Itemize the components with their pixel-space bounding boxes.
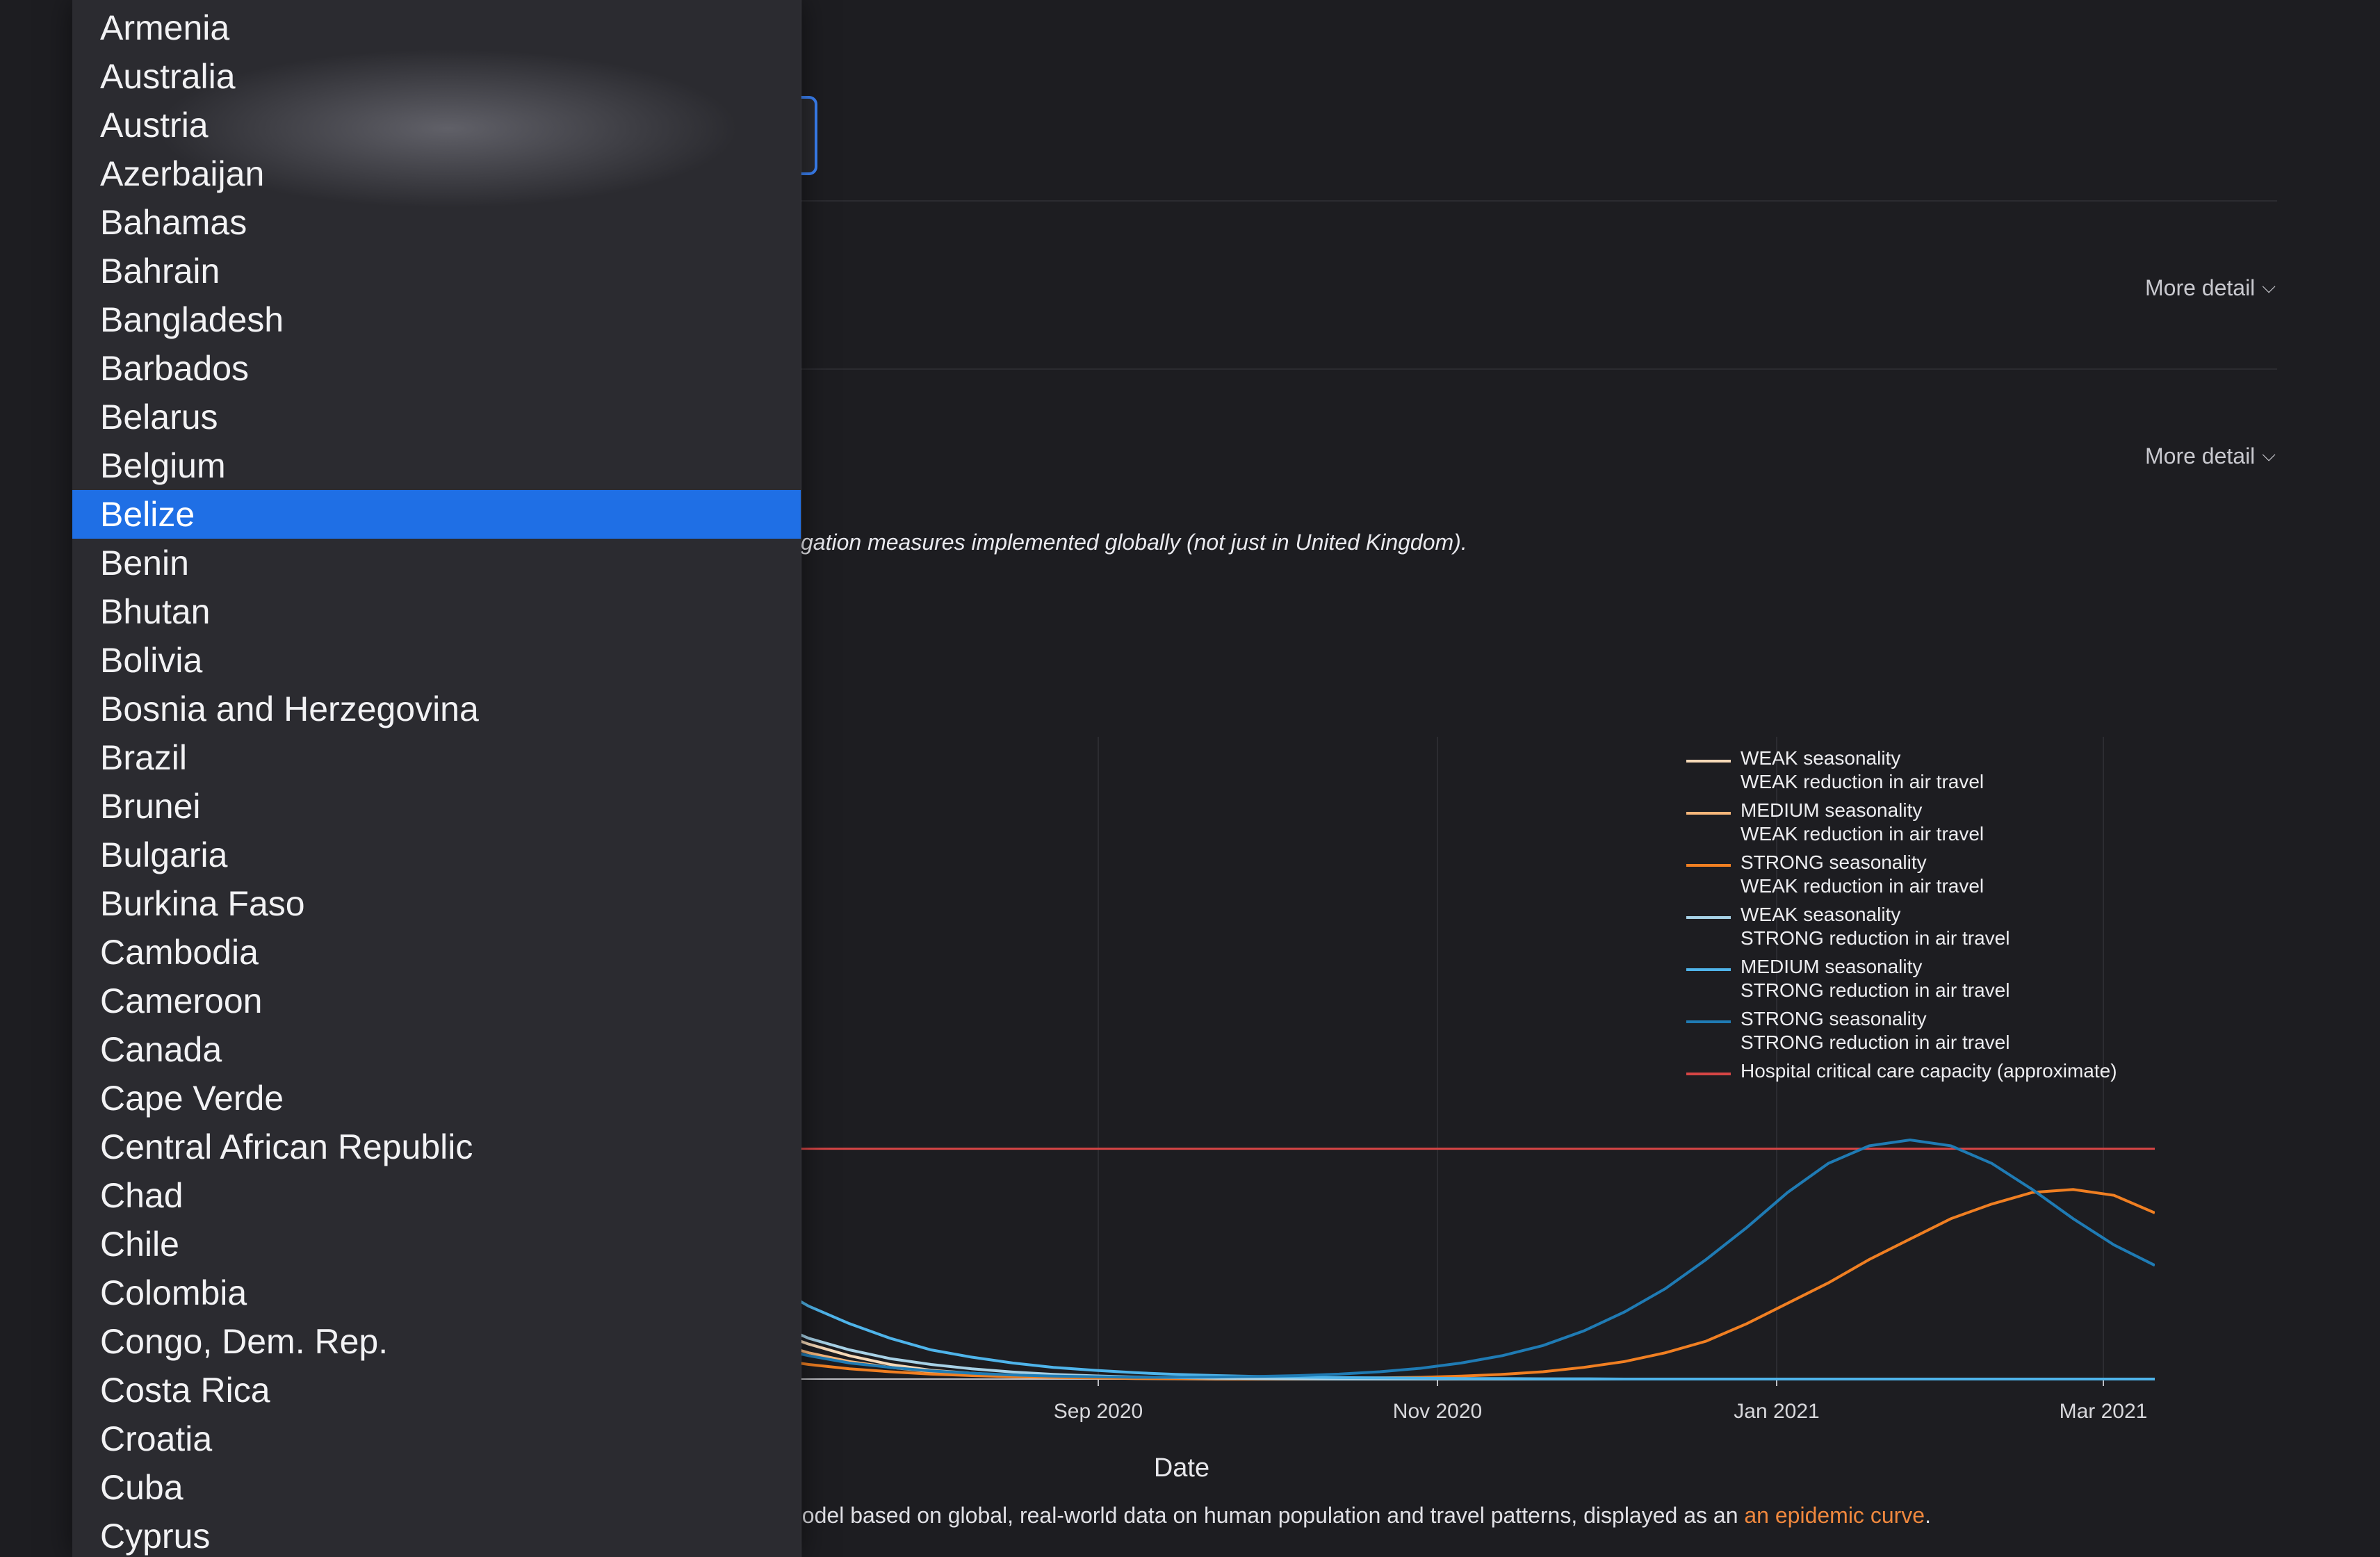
chevron-down-icon: ⌵: [2262, 275, 2276, 297]
dropdown-option[interactable]: Costa Rica: [100, 1371, 270, 1410]
legend-entry[interactable]: WEAK seasonality WEAK reduction in air tr…: [1686, 747, 2117, 794]
legend-label: WEAK seasonality STRONG reduction in air …: [1741, 903, 2010, 950]
chart-caption: nodel based on global, real-world data o…: [790, 1503, 1931, 1529]
x-axis-title: Date: [1154, 1453, 1209, 1483]
legend-entry[interactable]: STRONG seasonality WEAK reduction in air …: [1686, 851, 2117, 898]
dropdown-option[interactable]: Belgium: [100, 446, 226, 485]
legend-label-line: STRONG reduction in air travel: [1741, 927, 2010, 949]
dropdown-option[interactable]: Bolivia: [100, 641, 203, 680]
legend-label-line: STRONG reduction in air travel: [1741, 1032, 2010, 1053]
caption-text: nodel based on global, real-world data o…: [790, 1503, 1745, 1528]
dropdown-option[interactable]: Bahrain: [100, 252, 220, 291]
section-divider: [801, 200, 2277, 202]
more-detail-label: More detail: [2144, 275, 2256, 300]
dropdown-option[interactable]: Chile: [100, 1225, 179, 1264]
legend-label-line: WEAK seasonality: [1741, 904, 1901, 925]
dropdown-option[interactable]: Benin: [100, 544, 189, 582]
legend-label-line: Hospital critical care capacity (approxi…: [1741, 1060, 2117, 1082]
dropdown-option[interactable]: Canada: [100, 1030, 222, 1069]
legend-label: MEDIUM seasonality STRONG reduction in ai…: [1741, 955, 2010, 1002]
dropdown-option[interactable]: Colombia: [100, 1273, 247, 1312]
dropdown-option[interactable]: Chad: [100, 1176, 184, 1215]
dropdown-option[interactable]: Austria: [100, 106, 209, 145]
x-tick-label: Mar 2021: [2060, 1400, 2148, 1423]
dropdown-option[interactable]: Bangladesh: [100, 300, 284, 339]
dropdown-option[interactable]: Cuba: [100, 1468, 184, 1507]
dropdown-option[interactable]: Bhutan: [100, 592, 211, 631]
legend-entry[interactable]: Hospital critical care capacity (approxi…: [1686, 1059, 2117, 1083]
legend-label: Hospital critical care capacity (approxi…: [1741, 1059, 2117, 1083]
series-line: [801, 1300, 2155, 1380]
dropdown-option[interactable]: Belarus: [100, 398, 218, 437]
legend-swatch: [1686, 916, 1731, 919]
dropdown-option[interactable]: Barbados: [100, 349, 250, 388]
dropdown-option[interactable]: Brunei: [100, 787, 201, 826]
dropdown-option[interactable]: Cameroon: [100, 981, 263, 1020]
dropdown-option[interactable]: Azerbaijan: [100, 154, 265, 193]
dropdown-option[interactable]: Bahamas: [100, 203, 247, 242]
legend-entry[interactable]: WEAK seasonality STRONG reduction in air …: [1686, 903, 2117, 950]
legend-label: MEDIUM seasonality WEAK reduction in air …: [1741, 799, 1984, 846]
country-dropdown-list[interactable]: Armenia Australia Austria Azerbaijan Bahamas…: [72, 0, 801, 1557]
dropdown-option[interactable]: Armenia: [100, 8, 230, 47]
legend-entry[interactable]: MEDIUM seasonality WEAK reduction in air …: [1686, 799, 2117, 846]
dropdown-option[interactable]: Croatia: [100, 1419, 213, 1458]
dropdown-option[interactable]: Bulgaria: [100, 835, 228, 874]
x-tick-label: Nov 2020: [1393, 1400, 1482, 1423]
legend-swatch: [1686, 1020, 1731, 1023]
dropdown-option[interactable]: Cambodia: [100, 933, 259, 972]
legend-label-line: MEDIUM seasonality: [1741, 799, 1923, 821]
legend-label-line: WEAK seasonality: [1741, 747, 1901, 769]
series-line: [801, 1188, 2155, 1380]
legend-entry[interactable]: STRONG seasonality STRONG reduction in ai…: [1686, 1007, 2117, 1054]
legend-swatch: [1686, 1073, 1731, 1075]
series-line: [801, 1138, 2155, 1379]
legend-label-line: WEAK reduction in air travel: [1741, 875, 1984, 897]
legend-label-line: STRONG seasonality: [1741, 851, 1927, 873]
more-detail-link-2[interactable]: More detail ⌵: [2145, 443, 2276, 469]
legend-entry[interactable]: MEDIUM seasonality STRONG reduction in ai…: [1686, 955, 2117, 1002]
dropdown-option[interactable]: Burkina Faso: [100, 884, 305, 923]
caption-suffix: .: [1925, 1503, 1931, 1528]
x-tick-label: Jan 2021: [1734, 1400, 1819, 1423]
dropdown-option[interactable]: Bosnia and Herzegovina: [100, 690, 479, 728]
legend-swatch: [1686, 812, 1731, 815]
dropdown-option[interactable]: Australia: [100, 57, 236, 96]
epidemic-curve-link[interactable]: an epidemic curve: [1744, 1503, 1925, 1528]
legend-label-line: STRONG reduction in air travel: [1741, 979, 2010, 1001]
dropdown-option[interactable]: Belize: [72, 490, 801, 539]
legend-label: STRONG seasonality STRONG reduction in ai…: [1741, 1007, 2010, 1054]
legend-label-line: STRONG seasonality: [1741, 1008, 1927, 1029]
legend-label-line: WEAK reduction in air travel: [1741, 771, 1984, 792]
x-tick-label: Sep 2020: [1054, 1400, 1143, 1423]
more-detail-link-1[interactable]: More detail ⌵: [2145, 275, 2276, 301]
legend-swatch: [1686, 760, 1731, 763]
more-detail-label: More detail: [2144, 443, 2256, 468]
dropdown-option[interactable]: Cape Verde: [100, 1079, 284, 1118]
series-line: [801, 1339, 2155, 1380]
dropdown-option[interactable]: Congo, Dem. Rep.: [100, 1322, 389, 1361]
chart-legend: WEAK seasonality WEAK reduction in air tr…: [1686, 747, 2117, 1088]
mitigation-note: gation measures implemented globally (no…: [801, 530, 1467, 555]
legend-label: STRONG seasonality WEAK reduction in air …: [1741, 851, 1984, 898]
legend-label: WEAK seasonality WEAK reduction in air tr…: [1741, 747, 1984, 794]
legend-swatch: [1686, 968, 1731, 971]
legend-label-line: MEDIUM seasonality: [1741, 956, 1923, 977]
legend-label-line: WEAK reduction in air travel: [1741, 823, 1984, 845]
dropdown-option[interactable]: Central African Republic: [100, 1127, 473, 1166]
dropdown-option[interactable]: Brazil: [100, 738, 188, 777]
legend-swatch: [1686, 864, 1731, 867]
chevron-down-icon: ⌵: [2262, 443, 2276, 465]
dropdown-option[interactable]: Cyprus: [100, 1517, 211, 1556]
section-divider: [801, 368, 2277, 370]
